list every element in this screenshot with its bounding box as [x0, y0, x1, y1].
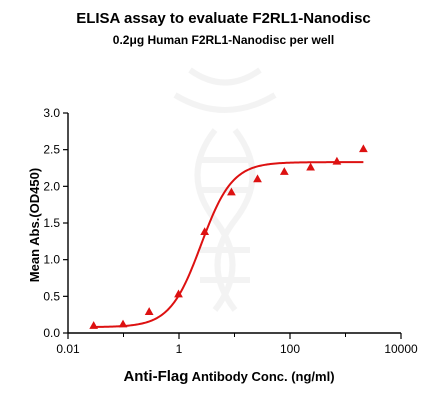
y-tick-label: 3.0 [43, 106, 60, 120]
y-tick-label: 1.0 [43, 253, 60, 267]
x-tick-label: 0.01 [56, 342, 80, 356]
data-point [89, 321, 99, 329]
data-point [332, 156, 342, 165]
data-point [306, 162, 315, 171]
fit-curve-layer [93, 161, 364, 328]
data-points [89, 144, 368, 329]
watermark-logo [173, 67, 277, 312]
data-point [118, 319, 128, 328]
data-point [279, 167, 289, 175]
x-axis-label: Anti-Flag Antibody Conc. (ng/ml) [123, 368, 334, 385]
fit-curve [93, 161, 364, 328]
data-point [144, 307, 154, 315]
data-point [359, 144, 368, 153]
data-point [200, 227, 210, 236]
chart-title: ELISA assay to evaluate F2RL1-Nanodisc [76, 10, 371, 27]
x-tick-label: 1 [176, 342, 183, 356]
x-tick-label: 10000 [384, 342, 418, 356]
y-axis-label: Mean Abs.(OD450) [27, 168, 42, 282]
data-point [227, 187, 236, 196]
x-axis-label-main: Anti-Flag [123, 368, 188, 385]
y-tick-label: 2.0 [43, 179, 60, 193]
y-tick-label: 0.5 [43, 289, 60, 303]
x-tick-label: 100 [280, 342, 300, 356]
data-point [174, 289, 183, 298]
chart-subtitle: 0.2μg Human F2RL1-Nanodisc per well [112, 33, 335, 47]
y-tick-label: 2.5 [43, 143, 60, 157]
y-tick-label: 0.0 [43, 326, 60, 340]
data-point [253, 174, 262, 183]
y-tick-label: 1.5 [43, 216, 60, 230]
x-axis-label-rest: Antibody Conc. (ng/ml) [188, 369, 334, 384]
axes: 0.0 0.5 1.0 1.5 2.0 2.5 3.0 0.01 1 100 10000 [43, 106, 418, 356]
